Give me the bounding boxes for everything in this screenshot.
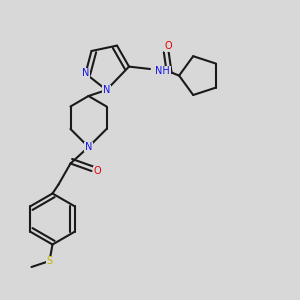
Text: O: O (93, 166, 101, 176)
Text: O: O (165, 41, 172, 51)
Text: N: N (85, 142, 92, 152)
Text: N: N (82, 68, 89, 79)
Text: NH: NH (155, 66, 170, 76)
Text: S: S (46, 256, 52, 266)
Text: N: N (103, 85, 110, 95)
